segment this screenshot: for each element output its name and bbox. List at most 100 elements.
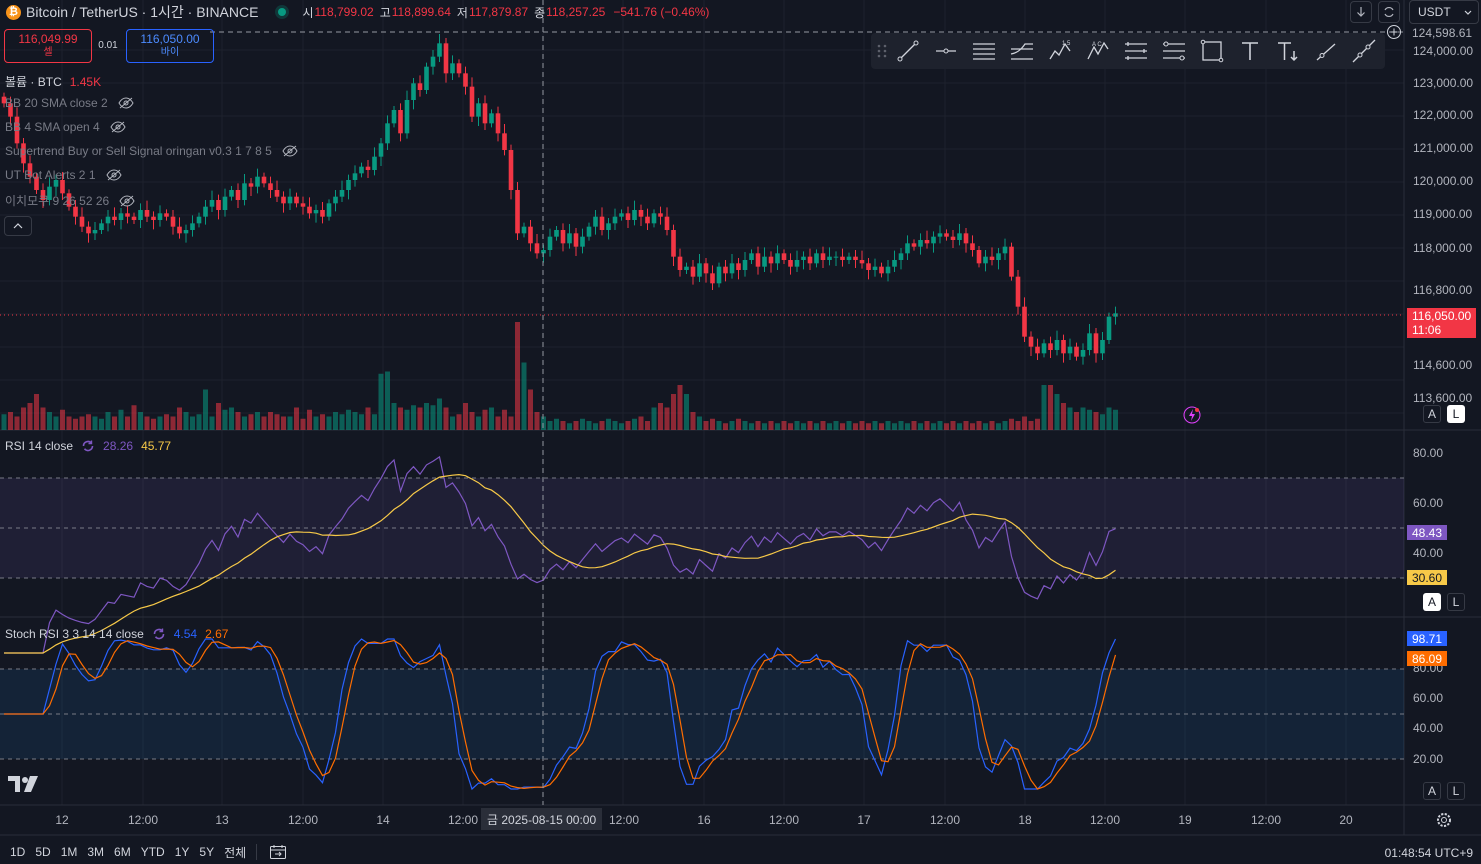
candle-body (437, 43, 442, 57)
volume-bar (957, 423, 962, 430)
elliott-wave-tool[interactable]: 1 5 (1041, 36, 1079, 66)
rectangle-tool[interactable] (1193, 36, 1231, 66)
volume-bar (781, 421, 787, 430)
volume-bar (34, 394, 39, 430)
rsi-auto-scale-button[interactable]: A (1423, 593, 1441, 611)
candle-body (73, 206, 78, 217)
sell-button[interactable]: 116,049.99 셀 (4, 29, 92, 63)
price-auto-scale-button[interactable]: A (1423, 405, 1441, 423)
volume-bar (437, 398, 442, 430)
range-ytd[interactable]: YTD (140, 845, 165, 859)
candle-body (489, 113, 494, 124)
candle-body (411, 83, 416, 100)
candle-body (807, 256, 813, 264)
eye-hidden-icon[interactable] (118, 97, 134, 109)
volume-bar (365, 407, 371, 430)
bottom-toolbar: 1D 5D 1M 3M 6M YTD 1Y 5Y 전체 (0, 840, 1481, 864)
range-1m[interactable]: 1M (60, 845, 78, 859)
range-5d[interactable]: 5D (35, 845, 51, 859)
eye-hidden-icon[interactable] (110, 121, 126, 133)
text-tool[interactable] (1231, 36, 1269, 66)
price-range-tool[interactable] (1155, 36, 1193, 66)
rsi-tick-label: 40.00 (1413, 546, 1444, 560)
range-1y[interactable]: 1Y (174, 845, 190, 859)
price-range-icon (1163, 41, 1185, 61)
ray-tool[interactable] (1307, 36, 1345, 66)
drag-handle-icon[interactable] (875, 41, 889, 61)
settings-gear-icon[interactable] (1436, 812, 1452, 833)
volume-bar (105, 412, 111, 430)
buy-button[interactable]: 116,050.00 바이 (126, 29, 214, 63)
range-1d[interactable]: 1D (10, 845, 26, 859)
anchored-text-tool[interactable] (1269, 36, 1307, 66)
fib-retracement-tool[interactable] (1003, 36, 1041, 66)
currency-select[interactable]: USDT (1409, 0, 1479, 24)
candle-body (515, 190, 520, 234)
indicator-legend-utbot[interactable]: UT Bot Alerts 2 1 (5, 168, 122, 182)
time-tick-label: 12:00 (127, 813, 159, 827)
arrow-down-icon[interactable] (1350, 1, 1372, 23)
extended-line-tool[interactable] (1345, 36, 1383, 66)
add-alert-icon[interactable] (1385, 24, 1403, 40)
date-range-tool[interactable] (1117, 36, 1155, 66)
candle-body (833, 256, 839, 258)
eye-hidden-icon[interactable] (119, 194, 135, 207)
volume-bar (138, 412, 143, 430)
date-range-calendar-icon[interactable] (269, 844, 287, 860)
candle-body (1106, 316, 1112, 340)
volume-bar (632, 418, 637, 430)
sync-icon (153, 628, 165, 640)
candle-body (736, 263, 741, 270)
volume-bar (190, 416, 195, 430)
rsi-tick-label: 80.00 (1413, 446, 1444, 460)
volume-bar (352, 412, 358, 430)
fib-retracement-icon (1010, 43, 1033, 60)
candle-body (976, 250, 982, 264)
candle-body (339, 190, 345, 197)
rsi-legend[interactable]: RSI 14 close 28.26 45.77 (5, 439, 171, 453)
utc-clock[interactable]: 01:48:54 UTC+9 (1384, 846, 1473, 860)
candle-body (950, 236, 956, 240)
range-all[interactable]: 전체 (224, 845, 247, 860)
eye-hidden-icon[interactable] (282, 145, 298, 157)
indicator-label: BB 20 SMA close 2 (5, 96, 108, 110)
eye-hidden-icon[interactable] (105, 169, 122, 181)
volume-bar (79, 416, 85, 430)
candle-body (326, 203, 332, 217)
stoch-tick-label: 40.00 (1413, 721, 1444, 735)
collapse-legend-button[interactable] (4, 216, 32, 236)
price-log-scale-button[interactable]: L (1447, 405, 1465, 423)
volume-bar (1002, 421, 1008, 430)
refresh-icon[interactable] (1378, 1, 1400, 23)
abcd-pattern-tool[interactable]: A C (1079, 36, 1117, 66)
trend-line-tool[interactable] (889, 36, 927, 66)
rsi-log-scale-button[interactable]: L (1447, 593, 1465, 611)
lightning-icon[interactable] (1183, 406, 1201, 424)
crosshair-time-label: 금 2025-08-15 00:00 (481, 808, 603, 830)
parallel-channel-tool[interactable] (965, 36, 1003, 66)
indicator-legend-supertrend[interactable]: Supertrend Buy or Sell Signal oringan v0… (5, 144, 298, 158)
candle-body (287, 196, 293, 204)
indicator-legend-bb20[interactable]: BB 20 SMA close 2 (5, 96, 134, 110)
candle-body (1061, 340, 1066, 354)
stoch-title: Stoch RSI 3 3 14 14 close (5, 627, 144, 641)
candle-body (898, 253, 904, 260)
range-3m[interactable]: 3M (87, 845, 105, 859)
candle-body (27, 163, 33, 177)
volume-legend[interactable]: 볼륨 · BTC 1.45K (5, 73, 101, 90)
volume-bar (255, 412, 260, 430)
horizontal-ray-tool[interactable] (927, 36, 965, 66)
indicator-legend-bb4[interactable]: BB 4 SMA open 4 (5, 120, 126, 134)
range-6m[interactable]: 6M (114, 845, 131, 859)
stoch-auto-scale-button[interactable]: A (1423, 782, 1441, 800)
candle-body (508, 150, 514, 190)
candle-body (183, 230, 189, 234)
volume-bar (222, 409, 228, 430)
stoch-log-scale-button[interactable]: L (1447, 782, 1465, 800)
indicator-legend-ichimoku[interactable]: 이치모쿠 9 26 52 26 (5, 192, 135, 209)
volume-bar (27, 403, 33, 430)
stoch-rsi-legend[interactable]: Stoch RSI 3 3 14 14 close 4.54 2.67 (5, 627, 228, 641)
range-5y[interactable]: 5Y (199, 845, 215, 859)
symbol-title[interactable]: Bitcoin / TetherUS · 1시간 · BINANCE (26, 4, 259, 20)
